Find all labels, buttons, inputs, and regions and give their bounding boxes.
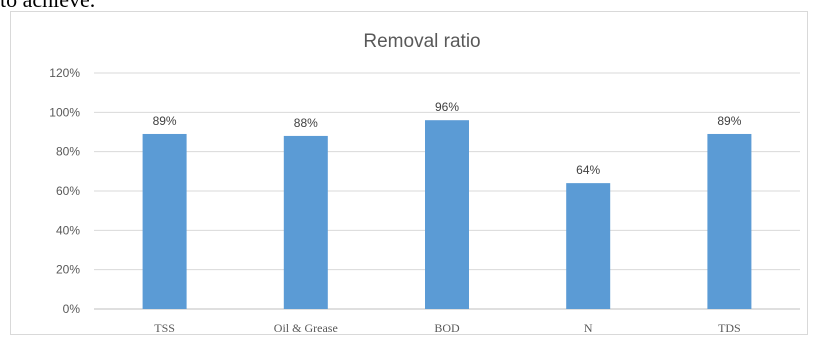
y-axis-ticks: 0% 20% 40% 60% 80% 100% 120% <box>49 66 80 316</box>
bars <box>142 120 752 309</box>
data-label: 88% <box>294 116 318 130</box>
y-tick-label: 100% <box>49 105 80 119</box>
data-label: 89% <box>717 114 741 128</box>
data-label: 96% <box>435 100 459 114</box>
y-tick-label: 40% <box>56 223 80 237</box>
data-label: 89% <box>153 114 177 128</box>
chart-title: Removal ratio <box>363 31 480 52</box>
x-axis-categories: TSS Oil & Grease BOD N TDS <box>154 321 740 335</box>
bar-n <box>566 183 611 309</box>
category-label: TDS <box>718 321 741 335</box>
category-label: Oil & Grease <box>274 321 338 335</box>
data-labels: 89% 88% 96% 64% 89% <box>153 100 742 177</box>
y-tick-label: 60% <box>56 184 80 198</box>
bar-bod <box>425 120 469 309</box>
y-tick-label: 20% <box>56 263 80 277</box>
y-tick-label: 120% <box>49 66 80 80</box>
y-tick-label: 80% <box>56 145 80 159</box>
bar-tss <box>142 133 187 309</box>
y-tick-label: 0% <box>63 302 81 316</box>
bar-tds <box>707 133 752 309</box>
category-label: TSS <box>154 321 175 335</box>
data-label: 64% <box>576 163 600 177</box>
category-label: N <box>584 321 593 335</box>
preceding-text-fragment: to achieve. <box>0 0 95 13</box>
bar-oil-grease <box>283 135 328 309</box>
category-label: BOD <box>434 321 460 335</box>
